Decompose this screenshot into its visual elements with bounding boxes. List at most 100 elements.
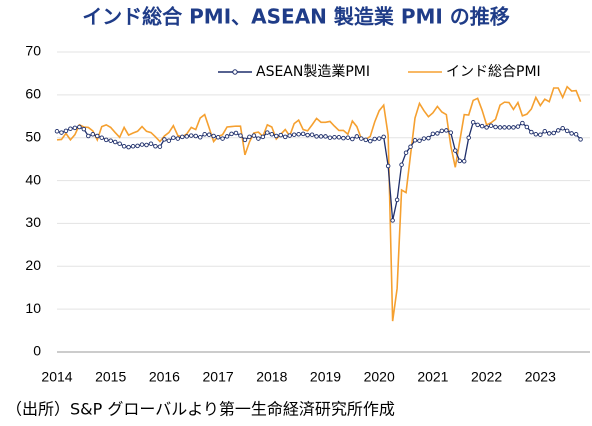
y-tick-label: 40 — [25, 171, 41, 187]
data-point — [475, 122, 480, 128]
data-point — [453, 148, 458, 153]
data-point — [260, 134, 266, 140]
data-point — [135, 143, 140, 149]
data-point — [493, 124, 498, 130]
data-point — [112, 139, 118, 145]
data-point — [502, 125, 507, 130]
data-point — [287, 133, 292, 138]
data-point — [363, 137, 369, 143]
data-point — [412, 138, 418, 143]
data-point — [466, 135, 471, 140]
data-point — [408, 144, 413, 149]
data-point — [206, 132, 212, 137]
data-point — [484, 125, 489, 130]
series-line — [56, 85, 582, 322]
data-point — [385, 163, 391, 169]
data-point — [300, 131, 306, 137]
data-point — [144, 142, 149, 148]
data-point — [247, 134, 252, 140]
data-point — [202, 132, 207, 137]
data-point — [309, 132, 315, 137]
data-point — [242, 137, 248, 143]
data-point — [421, 136, 427, 141]
data-point — [188, 133, 194, 138]
data-point — [130, 144, 136, 149]
data-point — [77, 124, 82, 130]
data-point — [506, 125, 512, 130]
data-point — [511, 125, 516, 130]
data-point — [488, 123, 494, 128]
data-point — [564, 128, 570, 134]
legend-label: インド総合PMI — [446, 64, 541, 80]
data-point — [157, 144, 163, 149]
y-tick-label: 60 — [25, 86, 41, 102]
data-point — [381, 134, 386, 140]
y-tick-label: 10 — [25, 300, 41, 316]
x-tick-label: 2016 — [149, 369, 180, 385]
data-point — [265, 130, 270, 135]
y-tick-label: 30 — [25, 214, 41, 230]
data-point — [238, 133, 243, 138]
data-point — [72, 125, 78, 131]
data-point — [175, 136, 181, 141]
data-point — [524, 124, 530, 130]
data-point — [368, 138, 373, 144]
x-tick-label: 2017 — [203, 369, 234, 385]
x-tick-label: 2022 — [471, 369, 502, 385]
legend-label: ASEAN製造業PMI — [256, 64, 370, 80]
x-tick-label: 2015 — [95, 369, 126, 385]
y-tick-label: 0 — [33, 343, 41, 359]
data-point — [81, 126, 87, 132]
chart-title: インド総合 PMI、ASEAN 製造業 PMI の推移 — [82, 5, 510, 29]
data-point — [256, 136, 261, 141]
data-point — [345, 135, 351, 140]
data-point — [95, 133, 100, 139]
data-point — [551, 130, 556, 136]
source-note: （出所）S&P グローバルより第一生命経済研究所作成 — [6, 400, 395, 419]
data-point — [350, 136, 355, 142]
data-point — [153, 144, 158, 149]
data-point — [336, 135, 342, 140]
data-point — [417, 138, 422, 143]
data-point — [457, 158, 463, 164]
data-point — [470, 120, 476, 125]
data-point — [296, 132, 301, 137]
data-point — [103, 137, 109, 143]
data-point — [126, 144, 131, 150]
data-point — [426, 135, 431, 141]
data-point — [117, 141, 122, 146]
data-point — [376, 136, 382, 141]
data-point — [184, 134, 190, 139]
data-point — [215, 135, 221, 140]
data-point — [162, 137, 167, 142]
data-point — [555, 128, 561, 133]
data-point — [171, 135, 176, 140]
data-point — [542, 129, 548, 134]
data-point — [399, 162, 404, 167]
y-tick-label: 50 — [25, 128, 41, 144]
data-point — [520, 120, 525, 126]
data-point — [86, 133, 91, 139]
data-point — [90, 132, 96, 137]
data-point — [372, 136, 377, 142]
data-point — [314, 134, 319, 139]
data-point — [533, 132, 539, 137]
data-point — [435, 131, 440, 136]
x-tick-label: 2014 — [41, 369, 72, 385]
data-point — [332, 135, 337, 140]
data-point — [430, 131, 436, 137]
x-tick-label: 2023 — [525, 369, 556, 385]
y-tick-label: 20 — [25, 257, 41, 273]
x-tick-label: 2020 — [364, 369, 395, 385]
data-point — [354, 134, 360, 139]
data-point — [323, 134, 328, 139]
data-point — [108, 138, 113, 143]
data-point — [54, 129, 60, 134]
data-point — [233, 130, 239, 136]
data-point — [68, 126, 73, 131]
data-point — [229, 131, 234, 137]
data-point — [197, 135, 203, 140]
data-point — [390, 218, 395, 223]
series-line — [56, 121, 582, 221]
